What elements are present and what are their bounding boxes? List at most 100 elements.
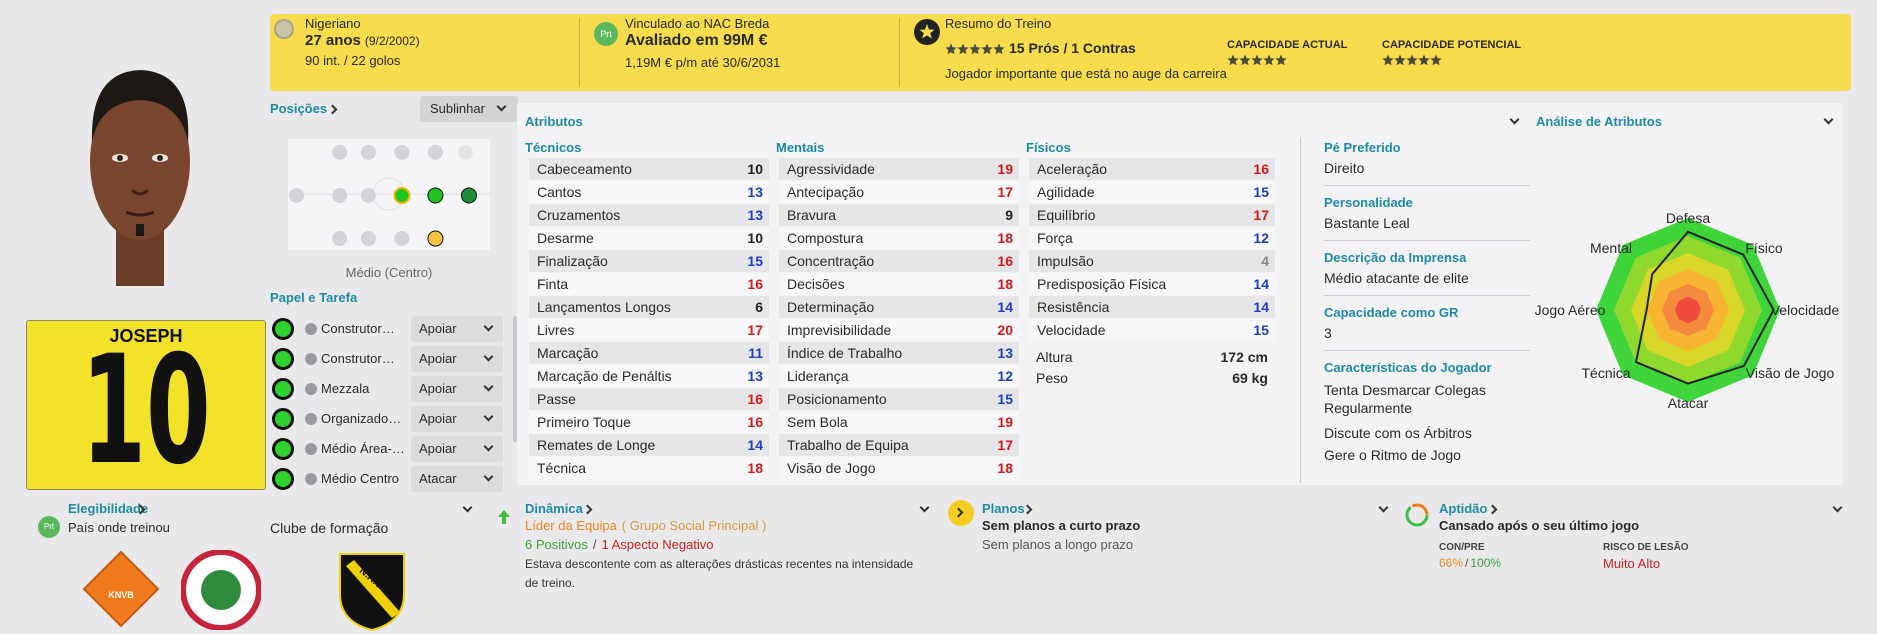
attribute-value: 15 [1253,184,1269,200]
text: Sem planos a longo prazo [982,537,1134,552]
duty-label[interactable]: Apoiar [419,351,457,366]
duty-dropdown[interactable] [411,406,503,432]
section-title[interactable]: Posições [270,101,328,116]
position-dot [427,187,444,204]
attribute-value: 9 [1005,207,1013,223]
attribute-row [779,158,1019,180]
section-title[interactable]: Elegibilidade [68,501,149,516]
duty-label[interactable]: Apoiar [419,381,457,396]
text-part: 27 anos [305,32,361,49]
attribute-row [529,411,769,433]
text-part: 6 Positivos [525,537,588,552]
text: RISCO DE LESÃO [1603,542,1689,553]
nac-badge [339,553,405,632]
attribute-name: Antecipação [787,184,865,200]
text: Altura [1036,349,1073,365]
nigeria-badge [181,550,261,630]
info-icon [305,353,317,365]
chevron [1487,504,1498,515]
role-icon [272,348,294,370]
text-part: 100% [1470,556,1502,570]
duty-dropdown[interactable] [411,376,503,402]
duty-dropdown[interactable] [411,436,503,462]
role-icon [272,408,294,430]
dropdown-label[interactable]: Sublinhar [430,101,485,116]
attribute-row [1029,319,1275,341]
attribute-name: Compostura [787,230,864,246]
duty-dropdown[interactable] [411,466,503,492]
attribute-name: Índice de Trabalho [787,345,903,361]
text: CAPACIDADE POTENCIAL [1382,39,1522,51]
attribute-radar [1596,218,1780,402]
stars [1382,54,1442,66]
duty-label[interactable]: Apoiar [419,441,457,456]
text-line: 27 anos (9/2/2002) [305,32,420,49]
attribute-row [529,204,769,226]
nation-badge: Prt [38,516,60,538]
knvb-badge [82,550,160,628]
role-icon [272,438,294,460]
duty-label[interactable]: Apoiar [419,321,457,336]
training-icon [914,19,940,45]
shirt-name: JOSEPH [109,326,183,346]
star-rating [1227,54,1287,66]
attribute-value: 20 [997,322,1013,338]
attribute-row [529,250,769,272]
trend-arrow [498,510,510,524]
star-rating [1382,54,1442,66]
duty-label[interactable]: Atacar [419,471,457,486]
stars [1227,54,1287,66]
group-title: Técnicos [525,140,582,155]
plans-icon [948,500,974,526]
role-name[interactable]: Construtor… [321,321,395,336]
attribute-value: 17 [1253,207,1269,223]
attribute-value: 15 [747,253,763,269]
chevron [327,104,338,115]
text: Muito Alto [1603,556,1661,571]
attribute-value: 14 [1253,276,1269,292]
club-badge: Prt [594,22,618,46]
polygon [82,550,160,628]
role-name[interactable]: Organizado… [321,411,402,426]
position-dot [457,144,473,160]
info-icon [305,413,317,425]
role-name[interactable]: Construtor… [321,351,395,366]
duty-label[interactable]: Apoiar [419,411,457,426]
section-title[interactable]: Dinâmica [525,501,583,516]
attribute-row [529,457,769,479]
role-name[interactable]: Mezzala [321,381,370,396]
attribute-row [779,319,1019,341]
profile-label: Características do Jogador [1324,360,1492,375]
text-part: (9/2/2002) [364,34,420,48]
attribute-name: Velocidade [1037,322,1106,338]
role-icon [272,378,294,400]
duty-dropdown[interactable] [411,316,503,342]
duty-dropdown[interactable] [411,346,503,372]
section-title[interactable]: Aptidão [1439,501,1488,516]
attribute-name: Agilidade [1037,184,1095,200]
radar-shape [1634,230,1775,385]
header-banner [270,14,1851,91]
attribute-value: 6 [755,299,763,315]
radar-label: Técnica [1581,365,1631,381]
attribute-row [1029,158,1275,180]
attribute-row [1029,250,1275,272]
attribute-value: 16 [747,391,763,407]
role-name[interactable]: Médio Área-… [321,441,405,456]
circle [1405,503,1429,527]
position-dot [394,144,410,160]
dropdown[interactable] [420,96,518,122]
attribute-name: Trabalho de Equipa [787,437,909,453]
attribute-row [779,342,1019,364]
attribute-name: Impulsão [1037,253,1094,269]
chevron [1832,502,1843,513]
attribute-value: 18 [997,276,1013,292]
attribute-value: 14 [1253,299,1269,315]
attribute-value: 15 [1253,322,1269,338]
separator [1324,295,1530,296]
attribute-value: 17 [747,322,763,338]
text-part: 1 Aspecto Negativo [601,537,714,552]
profile-label: Pé Preferido [1324,140,1401,155]
role-name[interactable]: Médio Centro [321,471,400,486]
section-title[interactable]: Planos [982,501,1025,516]
